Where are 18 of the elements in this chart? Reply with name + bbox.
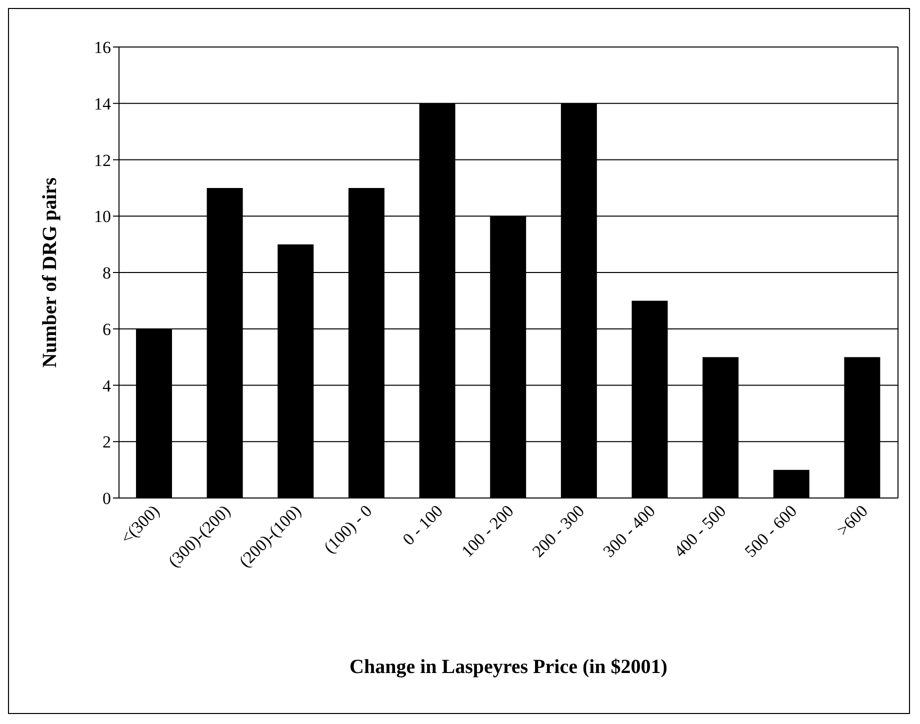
x-axis-title: Change in Laspeyres Price (in $2001) [350,656,668,678]
x-tick-label: 500 - 600 [741,501,801,561]
bar [773,470,810,498]
x-tick-label: 100 - 200 [458,501,518,561]
y-axis-title: Number of DRG pairs [39,177,62,368]
y-tick-label: 2 [102,432,111,452]
y-tick-label: 16 [94,38,111,58]
y-tick-label: 14 [94,94,112,114]
y-tick-label: 0 [102,489,111,508]
x-tick-label: 300 - 400 [599,501,659,561]
x-tick-label: 400 - 500 [670,501,730,561]
y-tick-label: 6 [102,320,111,339]
y-tick-label: 4 [102,376,112,396]
x-tick-label: 200 - 300 [528,501,588,561]
y-tick-label: 8 [102,264,111,283]
y-tick-label: 12 [94,150,111,170]
y-tick-label: 10 [94,207,111,226]
x-tick-label: 0 - 100 [399,501,447,549]
